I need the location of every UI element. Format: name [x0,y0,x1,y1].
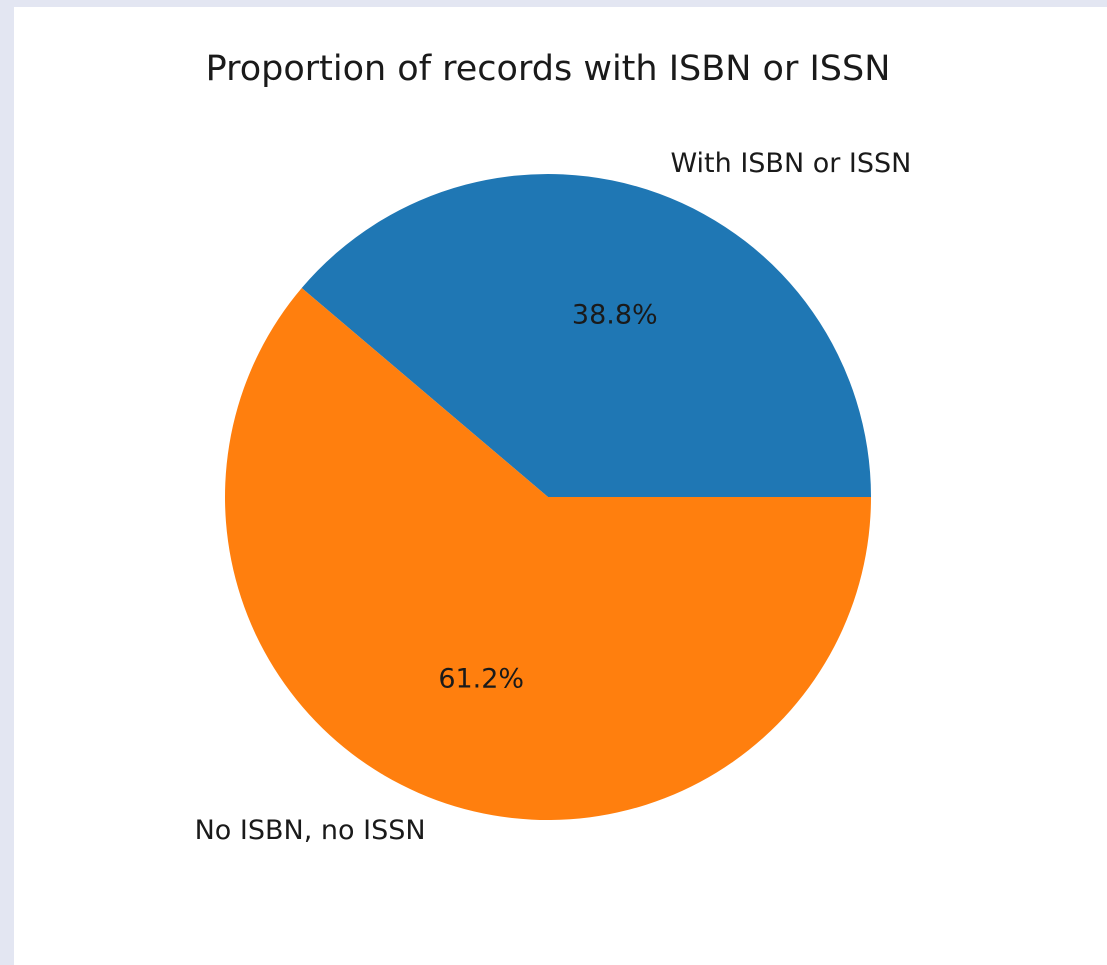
pie-slice-1 [225,288,871,821]
chart-figure: Proportion of records with ISBN or ISSN … [14,7,1107,965]
pie-category-label-1: No ISBN, no ISSN [195,815,426,846]
pie-category-label-0: With ISBN or ISSN [670,148,911,179]
pie-slices [225,174,871,821]
pie-chart: Proportion of records with ISBN or ISSN … [195,49,912,846]
pie-labels: 38.8% With ISBN or ISSN 61.2% No ISBN, no I… [195,148,912,846]
pie-percent-label-1: 61.2% [438,663,524,694]
chart-title: Proportion of records with ISBN or ISSN [206,49,891,89]
pie-percent-label-0: 38.8% [572,300,658,331]
pie-slice-0 [301,174,871,497]
